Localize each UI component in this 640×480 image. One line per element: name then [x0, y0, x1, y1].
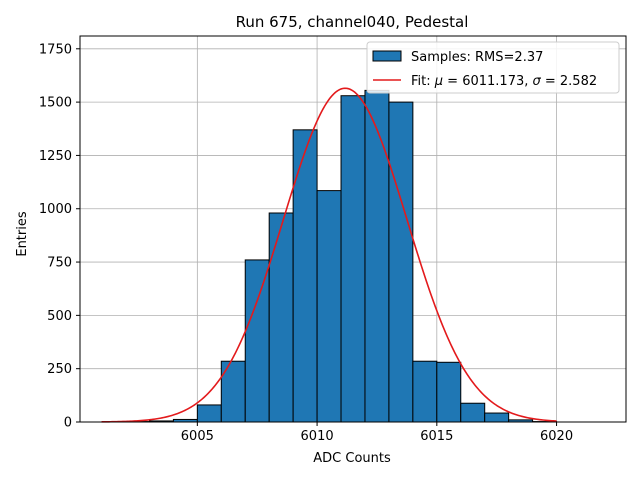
- y-axis-ticks: 0 250 500 750 1000 1250 1500 1750: [39, 42, 80, 431]
- legend-fit-part-4: = 2.582: [541, 74, 597, 89]
- y-tick-label-1: 250: [47, 362, 72, 377]
- histogram-bar-6: [268, 212, 294, 423]
- y-tick-label-2: 500: [47, 309, 72, 324]
- legend: Samples: RMS=2.37 Fit: μ = 6011.173, σ = …: [366, 41, 620, 94]
- x-axis-label: ADC Counts: [313, 451, 391, 466]
- x-tick-label-0: 6005: [181, 429, 214, 444]
- histogram-bar-11: [388, 101, 414, 423]
- y-tick-label-3: 750: [47, 256, 72, 271]
- histogram-bar-12: [412, 360, 438, 423]
- histogram-bar-10: [364, 89, 390, 423]
- y-tick-label-4: 1000: [39, 202, 72, 217]
- histogram-bar-13: [436, 361, 462, 423]
- histogram-bar-8: [316, 190, 342, 423]
- y-tick-label-0: 0: [64, 416, 72, 431]
- x-tick-label-2: 6015: [420, 429, 453, 444]
- legend-fit-part-2: = 6011.173,: [443, 74, 532, 89]
- histogram-bar-7: [292, 129, 318, 423]
- histogram-bar-14: [460, 402, 486, 423]
- plot-frame: [79, 35, 627, 423]
- legend-label-samples: Samples: RMS=2.37: [411, 50, 543, 65]
- legend-fit-part-1: μ: [434, 74, 443, 89]
- legend-fit-part-0: Fit:: [411, 74, 435, 89]
- y-axis-label: Entries: [15, 211, 30, 257]
- chart-title: Run 675, channel040, Pedestal: [236, 13, 469, 31]
- x-tick-label-3: 6020: [540, 429, 573, 444]
- fit-curve: [101, 87, 557, 423]
- histogram-bar-3: [196, 404, 222, 423]
- histogram-bars: [125, 89, 558, 423]
- legend-box: [366, 41, 620, 94]
- histogram-bar-15: [484, 412, 510, 423]
- legend-label-fit: Fit: μ = 6011.173, σ = 2.582: [411, 74, 597, 89]
- y-tick-label-5: 1250: [39, 149, 72, 164]
- x-tick-label-1: 6010: [301, 429, 334, 444]
- histogram-bar-5: [244, 259, 270, 423]
- histogram-bar-9: [340, 95, 366, 423]
- y-tick-label-7: 1750: [39, 42, 72, 57]
- legend-swatch-samples: [372, 50, 402, 62]
- legend-fit-part-3: σ: [533, 74, 542, 89]
- x-axis-ticks: 6005 6010 6015 6020: [181, 422, 573, 444]
- y-tick-label-6: 1500: [39, 96, 72, 111]
- fit-curve-layer: [101, 87, 557, 423]
